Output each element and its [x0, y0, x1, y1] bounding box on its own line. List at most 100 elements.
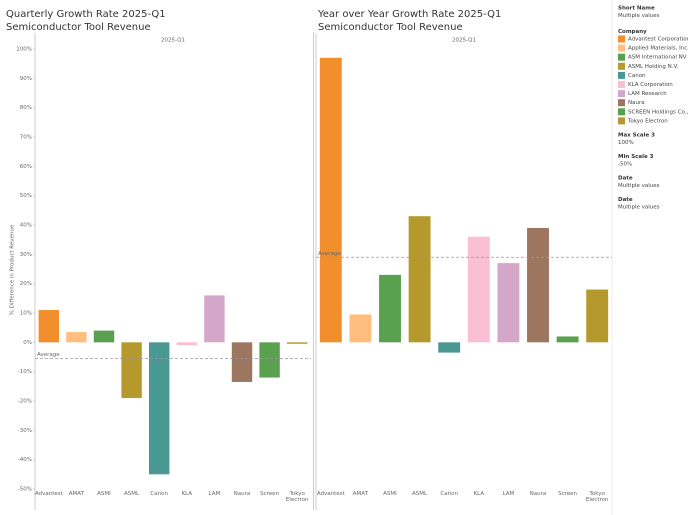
column-header: 2025-Q1 — [161, 38, 185, 44]
y-tick-label: 20% — [20, 281, 32, 287]
x-tick-label: Naura — [233, 491, 251, 497]
y-tick-label: -50% — [18, 487, 32, 493]
bar — [148, 342, 170, 475]
x-tick-label-text: AMAT — [352, 491, 368, 497]
x-tick-label: AMAT — [68, 491, 84, 497]
bar — [204, 295, 225, 343]
y-tick-label: 0% — [23, 340, 32, 346]
bar — [586, 289, 609, 343]
legend-swatch — [618, 35, 625, 43]
y-tick-label: 10% — [20, 311, 32, 317]
legend-label: Applied Materials, Inc. — [628, 46, 688, 52]
bar — [527, 227, 549, 343]
x-tick-label: Screen — [260, 491, 280, 497]
x-tick-label: KLA — [181, 491, 193, 497]
x-tick-label-text: Naura — [233, 491, 251, 497]
x-tick-label: ASML — [124, 491, 140, 497]
legend-swatch — [618, 90, 625, 98]
panel-value: 100% — [618, 140, 634, 146]
x-tick-label-text: KLA — [473, 491, 485, 497]
panel-title: Date — [618, 176, 633, 182]
y-tick-label: -30% — [18, 428, 32, 434]
x-tick-label-text: LAM — [208, 491, 221, 497]
legend-swatch — [618, 108, 625, 116]
bar — [408, 216, 431, 343]
bar — [438, 342, 461, 353]
x-tick-label-text: Advantest — [35, 491, 63, 497]
panel-value: Multiple values — [618, 13, 660, 19]
chart-title: Quarterly Growth Rate 2025-Q1 — [6, 9, 166, 20]
legend-label: Naura — [628, 100, 645, 106]
average-label: Average — [318, 251, 341, 257]
x-tick-label-text: Canon — [440, 491, 458, 497]
y-tick-label: -40% — [18, 457, 32, 463]
legend-label: Advantest Corporation — [628, 37, 688, 43]
legend-swatch — [618, 99, 625, 107]
bar — [556, 336, 579, 343]
x-tick-label: KLA — [473, 491, 485, 497]
x-tick-label: Tokyo Electron — [586, 491, 609, 503]
x-tick-label: Tokyo Electron — [286, 491, 309, 503]
y-tick-label: 60% — [20, 164, 32, 170]
x-tick-label-text: Naura — [529, 491, 547, 497]
x-tick-label: LAM — [502, 491, 515, 497]
x-tick-label: ASML — [412, 491, 428, 497]
x-tick-label: Advantest — [316, 491, 345, 497]
x-tick-label: Canon — [150, 491, 168, 497]
y-tick-label: -20% — [18, 399, 32, 405]
legend-swatch — [618, 81, 625, 88]
bar — [349, 314, 372, 343]
y-tick-label: 90% — [20, 76, 32, 82]
x-tick-label: Canon — [440, 491, 458, 497]
legend-swatch — [618, 62, 625, 70]
x-tick-label-text: KLA — [181, 491, 193, 497]
panel-title: Short Name — [618, 6, 655, 12]
bar — [66, 332, 87, 343]
x-tick-label-text: LAM — [502, 491, 515, 497]
legend-swatch — [618, 44, 625, 52]
x-tick-label: ASMI — [383, 491, 397, 497]
x-tick-label: AMAT — [352, 491, 368, 497]
x-tick-label: ASMI — [97, 491, 111, 497]
panel-value: Multiple values — [618, 183, 660, 189]
x-tick-label-text: Screen — [260, 491, 280, 497]
x-tick-label: Screen — [558, 491, 578, 497]
x-tick-label-text: Advantest — [316, 491, 345, 497]
legend-title: Company — [618, 29, 647, 35]
panel-title: Date — [618, 197, 633, 203]
bar — [379, 274, 401, 343]
x-tick-label-text: ASML — [124, 491, 140, 497]
x-tick-label-text: Screen — [558, 491, 578, 497]
x-tick-label-text: AMAT — [68, 491, 84, 497]
y-axis-title: % Difference in Product Revenue — [10, 224, 16, 315]
y-tick-label: 30% — [20, 252, 32, 258]
legend-swatch — [618, 53, 625, 61]
y-tick-label: 100% — [16, 47, 32, 53]
x-tick-label-text: ASMI — [383, 491, 397, 497]
panel-title: Min Scale 3 — [618, 154, 654, 160]
panel-value: Multiple values — [618, 205, 660, 211]
legend-swatch — [618, 117, 625, 125]
bar — [176, 342, 198, 346]
bar — [319, 57, 342, 343]
y-tick-label: -10% — [18, 369, 32, 375]
legend-label: Tokyo Electron — [627, 118, 668, 124]
legend-swatch — [618, 71, 625, 79]
y-tick-label: 40% — [20, 223, 32, 229]
bar — [93, 330, 115, 343]
bar — [467, 236, 490, 343]
bar — [38, 310, 60, 343]
x-tick-label: Naura — [529, 491, 547, 497]
average-label: Average — [37, 352, 60, 358]
legend-label: ASM International NV — [628, 55, 687, 61]
y-tick-label: 50% — [20, 193, 32, 199]
legend-label: Canon — [628, 73, 646, 79]
x-tick-label-text: ASML — [412, 491, 428, 497]
chart-subtitle: Semiconductor Tool Revenue — [318, 22, 463, 33]
chart-subtitle: Semiconductor Tool Revenue — [6, 22, 151, 33]
legend-label: LAM Research — [628, 91, 667, 97]
legend-label: KLA Corporation — [628, 82, 673, 88]
bar — [286, 342, 308, 344]
panel-title: Max Scale 3 — [618, 133, 655, 139]
